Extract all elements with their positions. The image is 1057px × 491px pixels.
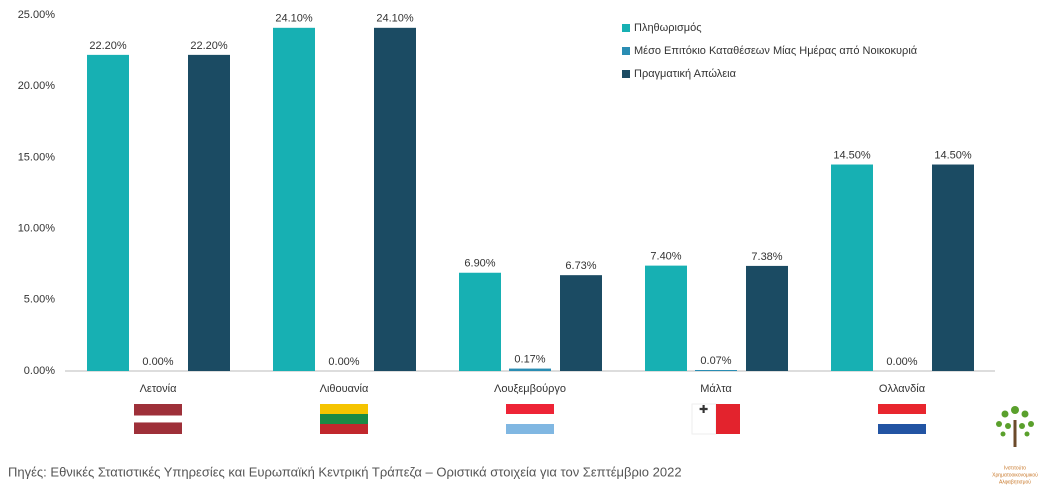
source-note: Πηγές: Εθνικές Στατιστικές Υπηρεσίες και…: [8, 464, 682, 479]
x-tick-label: Μάλτα: [700, 383, 732, 395]
legend-label: Μέσο Επιτόκιο Καταθέσεων Μίας Ημέρας από…: [634, 45, 918, 57]
value-label: 0.00%: [886, 356, 917, 368]
bar: [932, 164, 974, 371]
x-tick-label: Ολλανδία: [879, 383, 926, 395]
bar: [374, 27, 416, 371]
bar: [509, 368, 551, 371]
value-label: 24.10%: [376, 13, 414, 25]
logo: [996, 406, 1034, 447]
y-tick-label: 25.00%: [18, 9, 56, 21]
value-label: 7.40%: [650, 251, 681, 263]
flag-stripe: [134, 422, 182, 434]
y-tick-label: 15.00%: [18, 151, 56, 163]
legend-label: Πληθωρισμός: [634, 22, 702, 34]
bar: [645, 265, 687, 371]
value-label: 0.00%: [142, 356, 173, 368]
bar: [560, 275, 602, 371]
flag-stripe: [134, 404, 182, 416]
value-label: 14.50%: [833, 149, 871, 161]
y-tick-label: 0.00%: [24, 365, 55, 377]
value-label: 0.17%: [514, 353, 545, 365]
bar: [695, 370, 737, 371]
y-tick-label: 5.00%: [24, 294, 55, 306]
value-label: 6.90%: [464, 258, 495, 270]
bar: [87, 54, 129, 371]
flag-stripe: [320, 424, 368, 434]
bar: [188, 54, 230, 371]
logo-text: Αλφαβητισμού: [999, 478, 1031, 485]
flag-stripe: [320, 404, 368, 414]
flag-stripe: [506, 404, 554, 414]
flag-stripe: [506, 414, 554, 424]
flag-stripe: [134, 415, 182, 423]
legend-swatch: [622, 47, 630, 55]
x-tick-label: Λιθουανία: [320, 383, 369, 395]
flag-stripe: [506, 424, 554, 434]
flag-stripe: [320, 414, 368, 424]
y-tick-label: 20.00%: [18, 80, 56, 92]
value-label: 24.10%: [275, 13, 313, 25]
value-label: 0.00%: [328, 356, 359, 368]
legend-swatch: [622, 24, 630, 32]
flag-stripe: [878, 424, 926, 434]
value-label: 22.20%: [89, 40, 127, 52]
legend-label: Πραγματική Απώλεια: [634, 68, 737, 80]
bar: [831, 164, 873, 371]
value-label: 7.38%: [751, 251, 782, 263]
logo-text: Χρηματοοικονομικού: [992, 471, 1038, 478]
flag-cross: ✚: [699, 404, 708, 416]
x-tick-label: Λετονία: [140, 383, 178, 395]
value-label: 14.50%: [934, 149, 972, 161]
y-tick-label: 10.00%: [18, 223, 56, 235]
value-label: 22.20%: [190, 40, 228, 52]
x-tick-label: Λουξεμβούργο: [494, 383, 566, 395]
bar: [746, 265, 788, 371]
value-label: 6.73%: [565, 260, 596, 272]
flag-stripe: [878, 404, 926, 414]
bar: [459, 272, 501, 371]
flag-stripe: [716, 404, 740, 434]
value-label: 0.07%: [700, 355, 731, 367]
legend-swatch: [622, 70, 630, 78]
bar: [273, 27, 315, 371]
logo-text: Ινστιτούτο: [1004, 464, 1026, 471]
flag-stripe: [878, 414, 926, 424]
